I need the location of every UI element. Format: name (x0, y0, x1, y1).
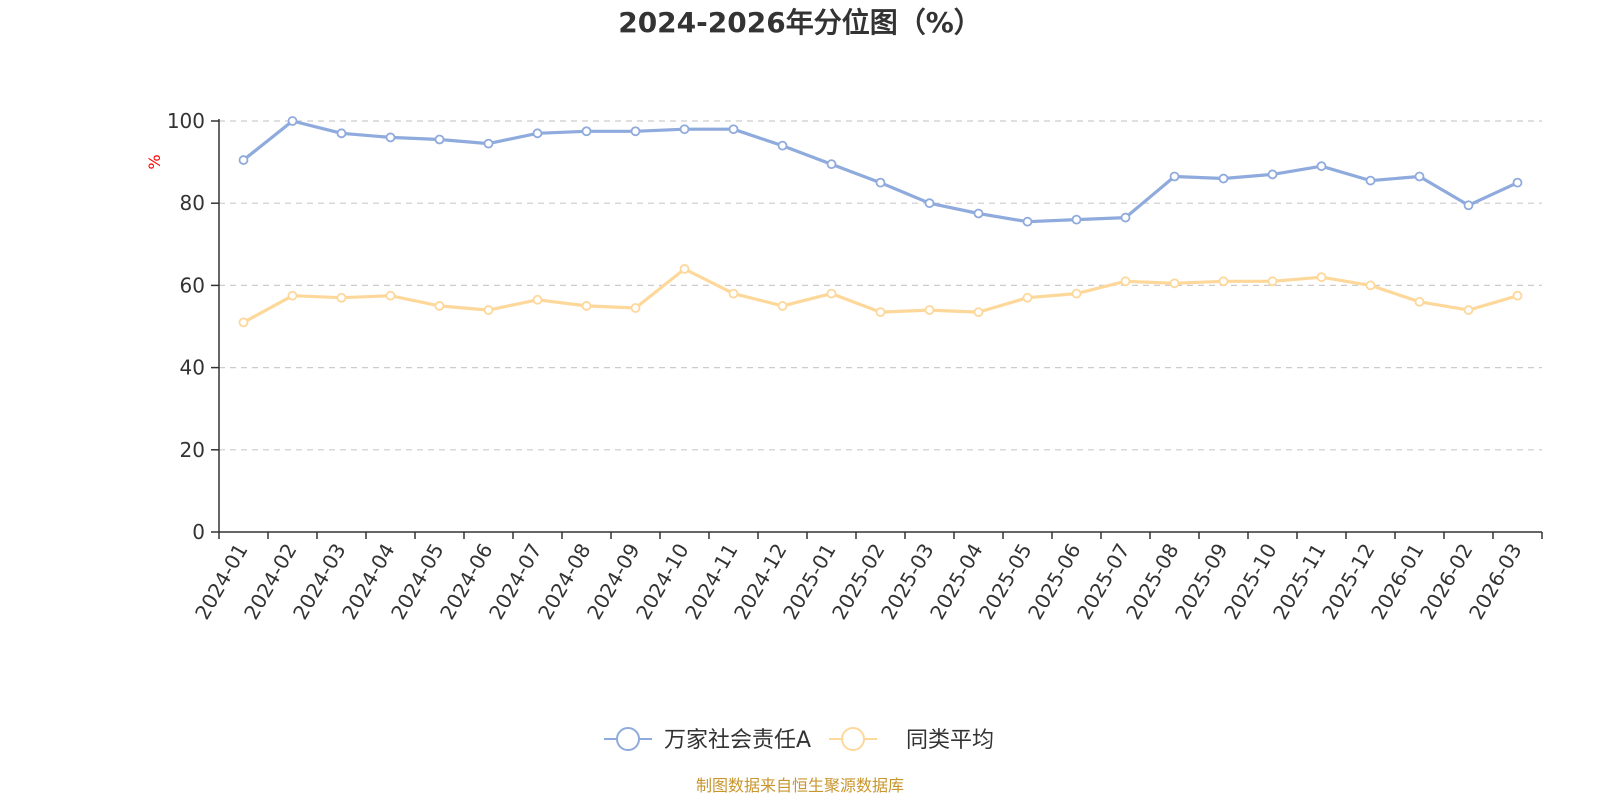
data-point[interactable] (238, 155, 249, 165)
data-point[interactable] (630, 126, 641, 137)
data-point[interactable] (483, 305, 494, 315)
data-point[interactable] (826, 288, 837, 299)
data-point[interactable] (385, 132, 396, 143)
data-point[interactable] (1512, 177, 1523, 188)
data-point[interactable] (1022, 292, 1033, 303)
data-point[interactable] (924, 198, 935, 209)
data-point[interactable] (434, 134, 445, 145)
grid-lines (219, 120, 1542, 451)
y-axis-unit: % (145, 154, 164, 169)
y-tick-label: 80 (180, 191, 205, 215)
data-point[interactable] (1267, 169, 1278, 180)
legend-swatch-marker (841, 727, 865, 751)
data-point[interactable] (826, 159, 837, 170)
data-point[interactable] (924, 305, 935, 315)
data-point[interactable] (287, 116, 298, 126)
legend-label: 同类平均 (906, 728, 994, 753)
data-point[interactable] (728, 124, 739, 135)
data-point[interactable] (434, 301, 445, 311)
y-tick-label: 40 (180, 356, 205, 380)
data-point[interactable] (1022, 216, 1033, 227)
data-point[interactable] (1267, 276, 1278, 287)
data-point[interactable] (1169, 171, 1180, 182)
legend[interactable]: 万家社会责任A 同类平均 (604, 727, 994, 753)
data-point[interactable] (532, 294, 543, 305)
data-point[interactable] (1463, 305, 1474, 315)
data-point[interactable] (728, 288, 739, 299)
data-point[interactable] (336, 128, 347, 139)
data-point[interactable] (630, 303, 641, 313)
data-point[interactable] (385, 290, 396, 301)
data-point[interactable] (1120, 276, 1131, 287)
data-point[interactable] (581, 126, 592, 137)
data-point[interactable] (679, 264, 690, 274)
series-0 (238, 116, 1523, 227)
data-point[interactable] (1414, 296, 1425, 307)
y-tick-label: 60 (180, 273, 205, 297)
data-point[interactable] (777, 301, 788, 311)
data-point[interactable] (1071, 288, 1082, 299)
source-note: 制图数据来自恒生聚源数据库 (696, 776, 904, 795)
data-point[interactable] (1071, 214, 1082, 225)
data-point[interactable] (1218, 173, 1229, 184)
data-point[interactable] (1218, 276, 1229, 287)
chart-title: 2024-2026年分位图（%） (618, 6, 982, 39)
y-tick-label: 20 (180, 438, 205, 462)
legend-label: 万家社会责任A (664, 728, 811, 753)
data-point[interactable] (336, 292, 347, 303)
series-lines (238, 116, 1523, 328)
data-point[interactable] (973, 307, 984, 318)
legend-swatch-marker (616, 727, 640, 751)
series-line (241, 119, 1520, 224)
legend-item[interactable]: 万家社会责任A (604, 727, 811, 753)
data-point[interactable] (1512, 290, 1523, 301)
data-point[interactable] (1463, 200, 1474, 211)
data-point[interactable] (679, 124, 690, 135)
data-point[interactable] (581, 301, 592, 311)
data-point[interactable] (777, 140, 788, 151)
data-point[interactable] (532, 128, 543, 139)
data-point[interactable] (973, 208, 984, 219)
y-tick-label: 100 (167, 109, 205, 133)
data-point[interactable] (287, 290, 298, 301)
data-point[interactable] (1365, 175, 1376, 186)
legend-item[interactable]: 同类平均 (829, 727, 994, 753)
data-point[interactable] (875, 177, 886, 188)
series-1 (238, 264, 1523, 328)
y-tick-label: 0 (192, 520, 205, 544)
data-point[interactable] (1365, 280, 1376, 291)
data-point[interactable] (875, 307, 886, 318)
data-point[interactable] (1169, 278, 1180, 289)
axes: 0204060801002024-012024-022024-032024-04… (167, 109, 1543, 624)
data-point[interactable] (1120, 212, 1131, 223)
data-point[interactable] (238, 317, 249, 328)
data-point[interactable] (483, 138, 494, 149)
data-point[interactable] (1414, 171, 1425, 182)
data-point[interactable] (1316, 272, 1327, 283)
data-point[interactable] (1316, 161, 1327, 172)
